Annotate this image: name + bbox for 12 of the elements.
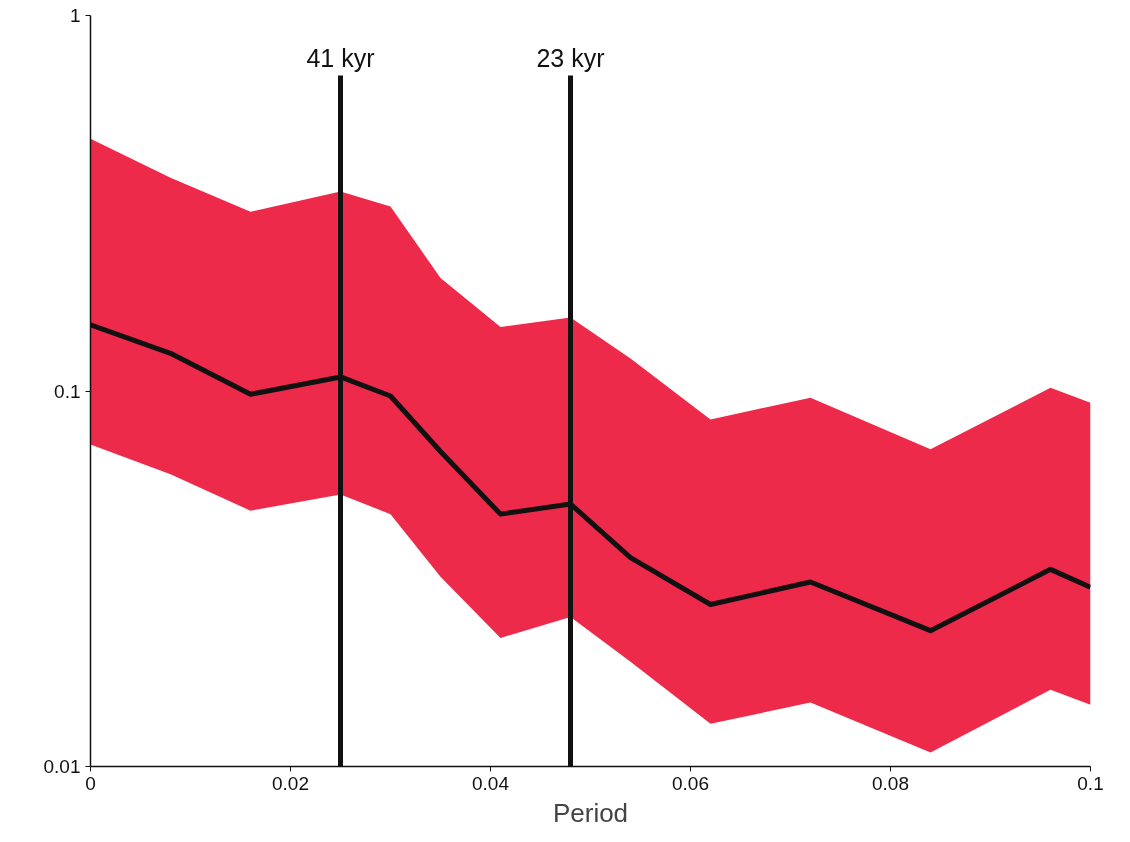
ref-line-label: 41 kyr (306, 43, 375, 72)
x-tick-label: 0 (85, 772, 96, 794)
ref-line-label: 23 kyr (536, 43, 605, 72)
x-tick-label: 0.02 (272, 772, 309, 794)
x-tick-label: 0.06 (672, 772, 709, 794)
x-axis-title: Period (552, 797, 629, 828)
y-tick-label: 0.01 (43, 756, 81, 777)
y-tick-label: 1 (69, 5, 81, 26)
x-tick-label: 0.1 (1077, 772, 1104, 794)
x-tick-label: 0.04 (472, 772, 510, 794)
y-tick-label: 0.1 (54, 380, 81, 402)
x-tick-label: 0.08 (872, 772, 909, 794)
